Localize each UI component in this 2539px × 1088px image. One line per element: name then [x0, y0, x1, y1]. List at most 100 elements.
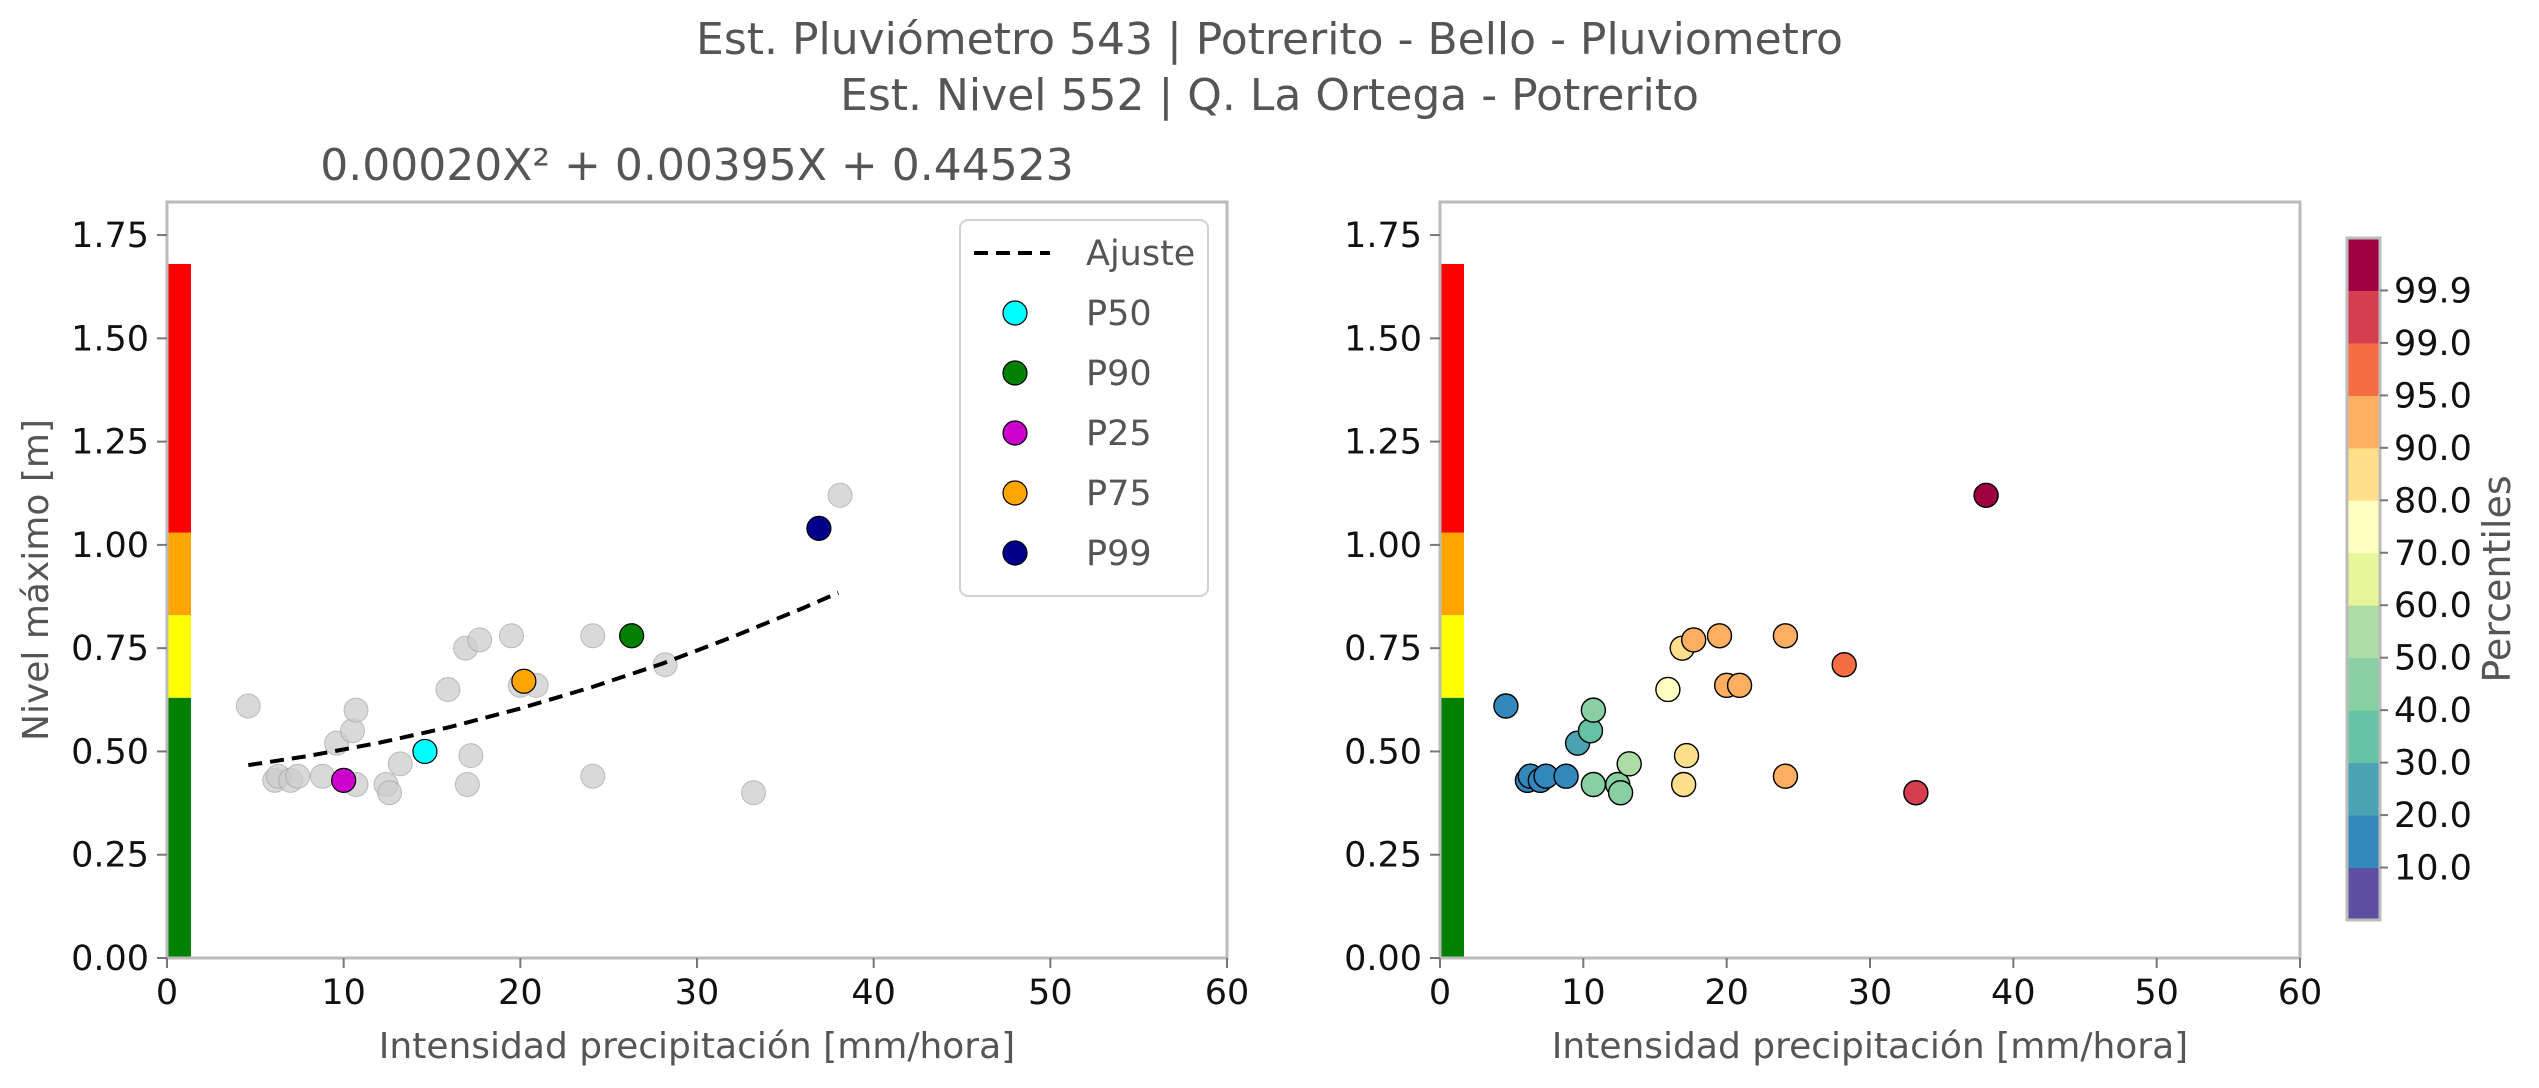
y-tick-label: 0.75: [71, 629, 149, 669]
percentile-colored-point: [1673, 742, 1700, 769]
colorbar-tick-label: 30.0: [2394, 744, 2472, 784]
threshold-band-1: [1440, 615, 1464, 698]
y-tick-label: 0.25: [71, 836, 149, 876]
background-point: [309, 763, 335, 789]
percentile-colored-point: [1493, 693, 1519, 719]
percentile-colored-point: [1726, 672, 1753, 699]
right-scatter-panel: 0 10 20 30 40 50 60 0.00 0.25 0.50 0.75 1.00 1.25 1.5…: [1344, 200, 2323, 1067]
x-tick-label: 40: [1991, 973, 2036, 1013]
fit-curve: [248, 590, 840, 768]
percentile-colored-point: [1680, 627, 1707, 653]
colorbar-segment-10: [2347, 342, 2380, 396]
colorbar-tick-label: 60.0: [2394, 586, 2472, 626]
background-point: [235, 693, 261, 719]
percentile-point-p25: [331, 767, 357, 793]
background-point: [467, 627, 493, 653]
y-tick-label: 1.25: [1344, 423, 1422, 463]
y-tick-label: 0.00: [71, 939, 149, 979]
y-tick-label: 0.50: [71, 732, 149, 772]
background-point: [377, 780, 403, 806]
colorbar-segment-7: [2347, 500, 2380, 554]
legend-label: P99: [1086, 534, 1152, 574]
percentile-colored-point: [1772, 763, 1799, 789]
colorbar-segment-8: [2347, 447, 2380, 501]
colorbar-label: Percentiles: [2475, 475, 2519, 682]
percentile-colored-point: [1580, 771, 1607, 798]
legend-swatch-p75: [1002, 480, 1028, 506]
colorbar-segment-11: [2347, 290, 2380, 344]
background-point: [454, 771, 480, 797]
y-tick-label: 1.75: [1344, 216, 1422, 256]
background-point: [343, 697, 369, 723]
background-point: [580, 763, 606, 789]
legend-box: [959, 219, 1209, 597]
colorbar-segment-5: [2347, 605, 2380, 659]
colorbar-segment-12: [2347, 238, 2380, 291]
legend-swatch-p99: [1002, 540, 1028, 566]
legend-swatch-p90: [1002, 360, 1028, 386]
percentile-colored-point: [1553, 763, 1579, 789]
colorbar-tick-label: 50.0: [2394, 639, 2472, 679]
background-point: [580, 623, 606, 649]
percentile-colored-point: [1772, 623, 1799, 649]
y-axis-label: Nivel máximo [m]: [16, 419, 57, 741]
threshold-band-2: [1440, 532, 1464, 616]
y-tick-label: 1.50: [1344, 319, 1422, 359]
background-point: [499, 623, 524, 649]
percentile-colored-point: [1973, 482, 1999, 509]
colorbar-tick-label: 99.0: [2394, 324, 2472, 364]
x-tick-label: 0: [156, 973, 178, 1013]
colorbar-segment-1: [2347, 815, 2380, 869]
axes-frame: [1438, 200, 2302, 960]
percentile-point-p99: [806, 515, 832, 541]
x-tick-label: 60: [2278, 973, 2323, 1013]
colorbar-tick-label: 40.0: [2394, 691, 2472, 731]
threshold-band-0: [167, 697, 191, 958]
x-tick-label: 30: [675, 973, 720, 1013]
y-tick-label: 1.25: [71, 423, 149, 463]
y-tick-label: 0.75: [1344, 629, 1422, 669]
colorbar-tick-label: 20.0: [2394, 796, 2472, 836]
percentile-colorbar: 10.0 20.0 30.0 40.0 50.0 60.0 70.0 80.0 90.0 95.0…: [2345, 236, 2519, 922]
percentile-colored-point: [1706, 623, 1733, 649]
legend-label: P50: [1086, 294, 1152, 334]
percentile-point-p75: [511, 668, 537, 694]
y-tick-label: 0.50: [1344, 732, 1422, 772]
percentile-point-p50: [412, 738, 438, 765]
x-tick-label: 60: [1205, 973, 1250, 1013]
background-point: [340, 718, 365, 744]
legend-label: Ajuste: [1086, 234, 1195, 274]
threshold-band-3: [167, 263, 191, 533]
legend-swatch-p50: [1002, 300, 1028, 326]
colorbar-segment-2: [2347, 762, 2380, 816]
y-tick-label: 0.00: [1344, 939, 1422, 979]
colorbar-tick-label: 80.0: [2394, 481, 2472, 521]
percentile-colored-point: [1580, 697, 1607, 723]
colorbar-segment-4: [2347, 657, 2380, 711]
percentile-colored-point: [1607, 780, 1634, 806]
colorbar-segment-6: [2347, 552, 2380, 606]
colorbar-tick-label: 99.9: [2394, 271, 2472, 311]
colorbar-frame: [2345, 236, 2382, 922]
percentile-colored-point: [1831, 651, 1857, 678]
background-point: [458, 743, 484, 769]
colorbar-segment-0: [2347, 867, 2380, 921]
percentile-colored-point: [1616, 751, 1642, 777]
colorbar-tick-label: 70.0: [2394, 534, 2472, 574]
colorbar-tick-label: 95.0: [2394, 376, 2472, 416]
threshold-band-0: [1440, 697, 1464, 958]
background-point: [741, 780, 767, 806]
figure-title-line1: Est. Pluviómetro 543 | Potrerito - Bello…: [696, 14, 1843, 65]
colorbar-segment-9: [2347, 395, 2380, 449]
legend-label: P90: [1086, 354, 1152, 394]
threshold-band-2: [167, 532, 191, 616]
colorbar-tick-label: 10.0: [2394, 849, 2472, 889]
threshold-band-3: [1440, 263, 1464, 533]
axes-title: 0.00020X² + 0.00395X + 0.44523: [320, 140, 1073, 191]
y-tick-label: 0.25: [1344, 836, 1422, 876]
background-point: [387, 751, 413, 777]
threshold-band-1: [167, 615, 191, 698]
y-tick-label: 1.00: [71, 526, 149, 566]
legend-swatch-p25: [1002, 420, 1028, 446]
x-tick-label: 0: [1429, 973, 1451, 1013]
